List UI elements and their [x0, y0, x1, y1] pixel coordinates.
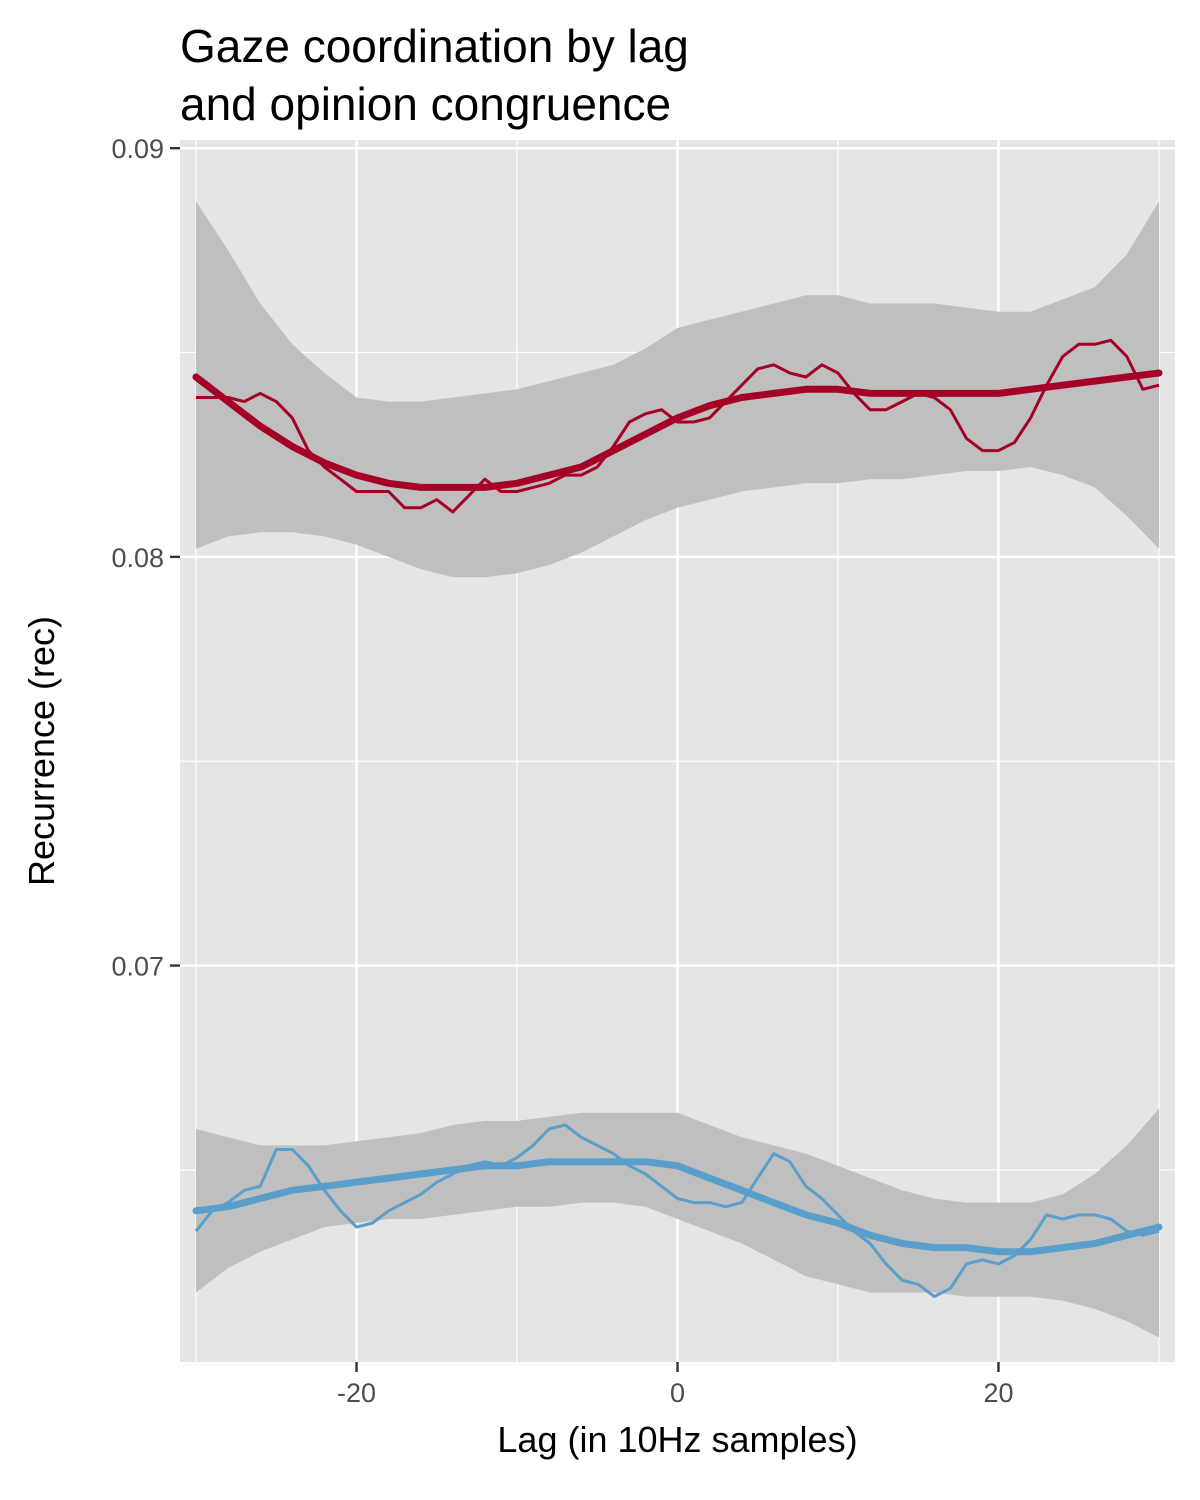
confidence-band-2 — [196, 1108, 1159, 1338]
y-tick-label: 0.08 — [111, 543, 164, 573]
raw-line-2 — [194, 1123, 1160, 1299]
x-tick-label: 20 — [983, 1378, 1013, 1408]
x-axis-title: Lag (in 10Hz samples) — [497, 1419, 857, 1460]
confidence-band-1 — [196, 201, 1159, 578]
smooth-line-1 — [192, 369, 1163, 491]
confidence-bands — [196, 201, 1159, 1338]
chart-title-line-1: Gaze coordination by lag — [180, 20, 689, 72]
y-tick-label: 0.07 — [111, 952, 164, 982]
x-tick-label: 0 — [670, 1378, 685, 1408]
y-axis-title: Recurrence (rec) — [21, 616, 62, 886]
smooth-line-2 — [192, 1158, 1163, 1256]
x-tick-label: -20 — [337, 1378, 376, 1408]
y-tick-label: 0.09 — [111, 134, 164, 164]
axes: -20 0 20 0.07 0.08 0.09 — [111, 134, 1013, 1408]
chart-title-line-2: and opinion congruence — [180, 78, 671, 130]
series-lines — [192, 338, 1163, 1299]
raw-line-1 — [196, 338, 1160, 514]
